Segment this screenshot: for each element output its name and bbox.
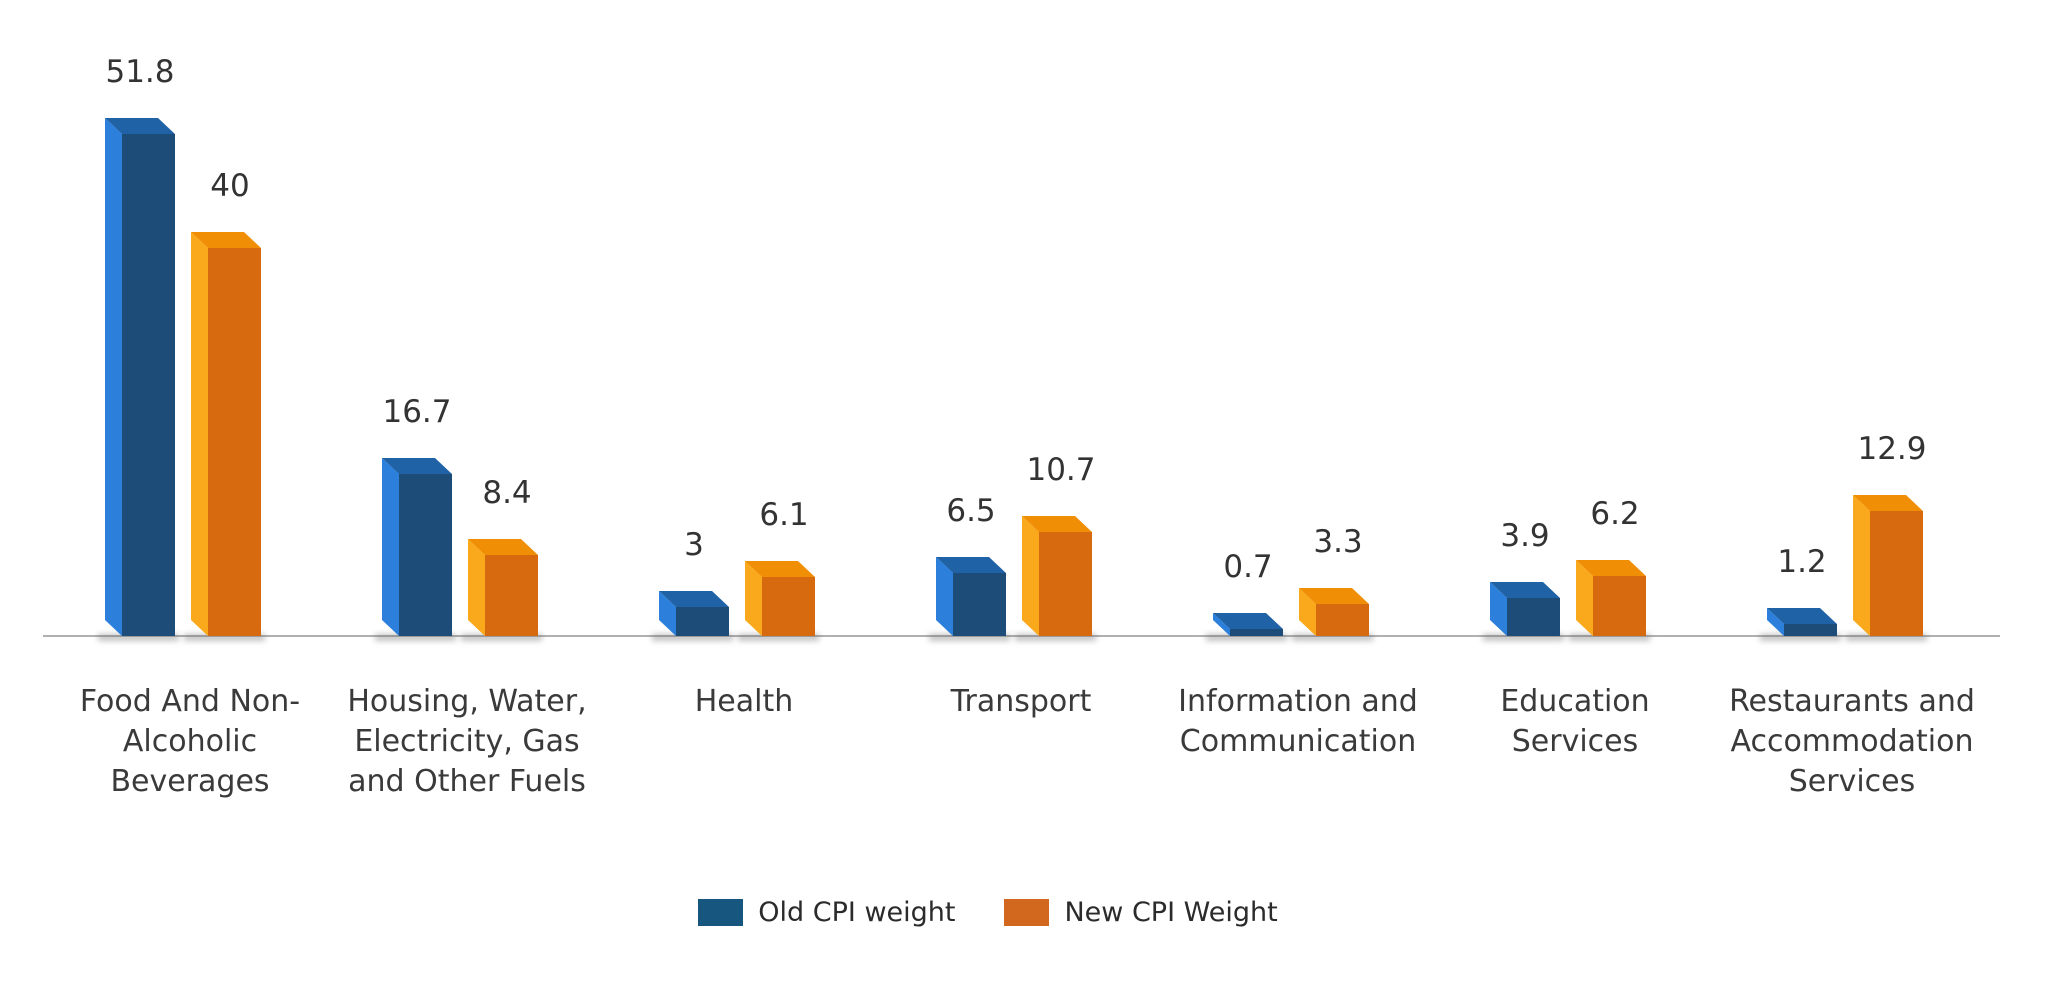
bar-side-face bbox=[382, 458, 399, 637]
value-label: 51.8 bbox=[105, 54, 175, 90]
value-label: 6.1 bbox=[759, 497, 809, 533]
value-label: 6.5 bbox=[946, 493, 996, 529]
value-label: 40 bbox=[210, 168, 250, 204]
bar-side-face bbox=[191, 232, 208, 637]
bar-front-face bbox=[1507, 598, 1560, 636]
bar-front-face bbox=[1316, 604, 1369, 636]
legend-item-new-cpi-weight: New CPI Weight bbox=[1004, 897, 1278, 928]
value-label: 16.7 bbox=[382, 394, 452, 430]
category-label: Restaurants and Accommodation Services bbox=[1729, 684, 1975, 799]
bar-shadow bbox=[1483, 634, 1564, 641]
bar-shadow bbox=[1846, 634, 1927, 641]
bar-side-face bbox=[1022, 516, 1039, 637]
bar-shadow bbox=[1015, 634, 1096, 641]
bar-front-face bbox=[676, 607, 729, 636]
bar-old-cpi-weight bbox=[929, 557, 1010, 641]
value-label: 3.9 bbox=[1500, 518, 1550, 554]
category-label: Health bbox=[694, 684, 794, 719]
bar-shadow bbox=[461, 634, 542, 641]
legend-item-old-cpi-weight: Old CPI weight bbox=[698, 899, 955, 926]
value-label: 0.7 bbox=[1223, 549, 1273, 585]
category-label: Education Services bbox=[1500, 684, 1650, 759]
category-label: Food And Non- Alcoholic Beverages bbox=[79, 684, 301, 799]
bar-shadow bbox=[929, 634, 1010, 641]
bar-shadow bbox=[652, 634, 733, 641]
category-label: Housing, Water, Electricity, Gas and Oth… bbox=[347, 684, 587, 799]
value-label: 10.7 bbox=[1026, 452, 1096, 488]
bar-new-cpi-weight bbox=[1292, 588, 1373, 641]
bar-old-cpi-weight bbox=[1483, 582, 1564, 641]
bar-new-cpi-weight bbox=[184, 232, 265, 641]
value-label: 12.9 bbox=[1857, 431, 1927, 467]
bar-shadow bbox=[1292, 634, 1373, 641]
bar-new-cpi-weight bbox=[738, 561, 819, 641]
bar-shadow bbox=[738, 634, 819, 641]
value-label: 1.2 bbox=[1777, 544, 1827, 580]
bar-front-face bbox=[762, 577, 815, 636]
value-label: 3 bbox=[684, 527, 704, 563]
bar-old-cpi-weight bbox=[1760, 608, 1841, 641]
bar-front-face bbox=[208, 248, 261, 636]
legend-swatch-new-cpi-weight bbox=[1004, 899, 1050, 926]
legend-label-old-cpi-weight: Old CPI weight bbox=[758, 897, 956, 928]
bar-shadow bbox=[1760, 634, 1841, 641]
bar-old-cpi-weight bbox=[375, 458, 456, 641]
bar-front-face bbox=[122, 134, 175, 636]
bar-front-face bbox=[1230, 629, 1283, 636]
bar-front-face bbox=[1784, 624, 1837, 636]
bar-new-cpi-weight bbox=[1015, 516, 1096, 641]
bar-front-face bbox=[953, 573, 1006, 636]
bar-shadow bbox=[98, 634, 179, 641]
bar-front-face bbox=[1593, 576, 1646, 636]
bar-shadow bbox=[1206, 634, 1287, 641]
bar-front-face bbox=[1870, 511, 1923, 636]
bar-shadow bbox=[184, 634, 265, 641]
bar-old-cpi-weight bbox=[1206, 613, 1287, 641]
value-label: 3.3 bbox=[1313, 524, 1363, 560]
category-label: Information and Communication bbox=[1178, 684, 1418, 759]
bar-new-cpi-weight bbox=[1846, 495, 1927, 641]
bar-new-cpi-weight bbox=[461, 539, 542, 641]
bar-front-face bbox=[399, 474, 452, 636]
bar-new-cpi-weight bbox=[1569, 560, 1650, 641]
bar-front-face bbox=[1039, 532, 1092, 636]
bar-shadow bbox=[375, 634, 456, 641]
bar-front-face bbox=[485, 555, 538, 636]
bar-side-face bbox=[105, 118, 122, 637]
bar-shadow bbox=[1569, 634, 1650, 641]
bar-side-face bbox=[1853, 495, 1870, 637]
value-label: 8.4 bbox=[482, 475, 532, 511]
legend: Old CPI weight New CPI Weight bbox=[0, 899, 2012, 926]
bar-old-cpi-weight bbox=[652, 591, 733, 641]
x-axis-line bbox=[43, 635, 2000, 637]
bar-old-cpi-weight bbox=[98, 118, 179, 641]
category-label: Transport bbox=[950, 684, 1092, 719]
legend-label-new-cpi-weight: New CPI Weight bbox=[1064, 897, 1278, 928]
legend-swatch-old-cpi-weight bbox=[698, 899, 744, 926]
value-label: 6.2 bbox=[1590, 496, 1640, 532]
